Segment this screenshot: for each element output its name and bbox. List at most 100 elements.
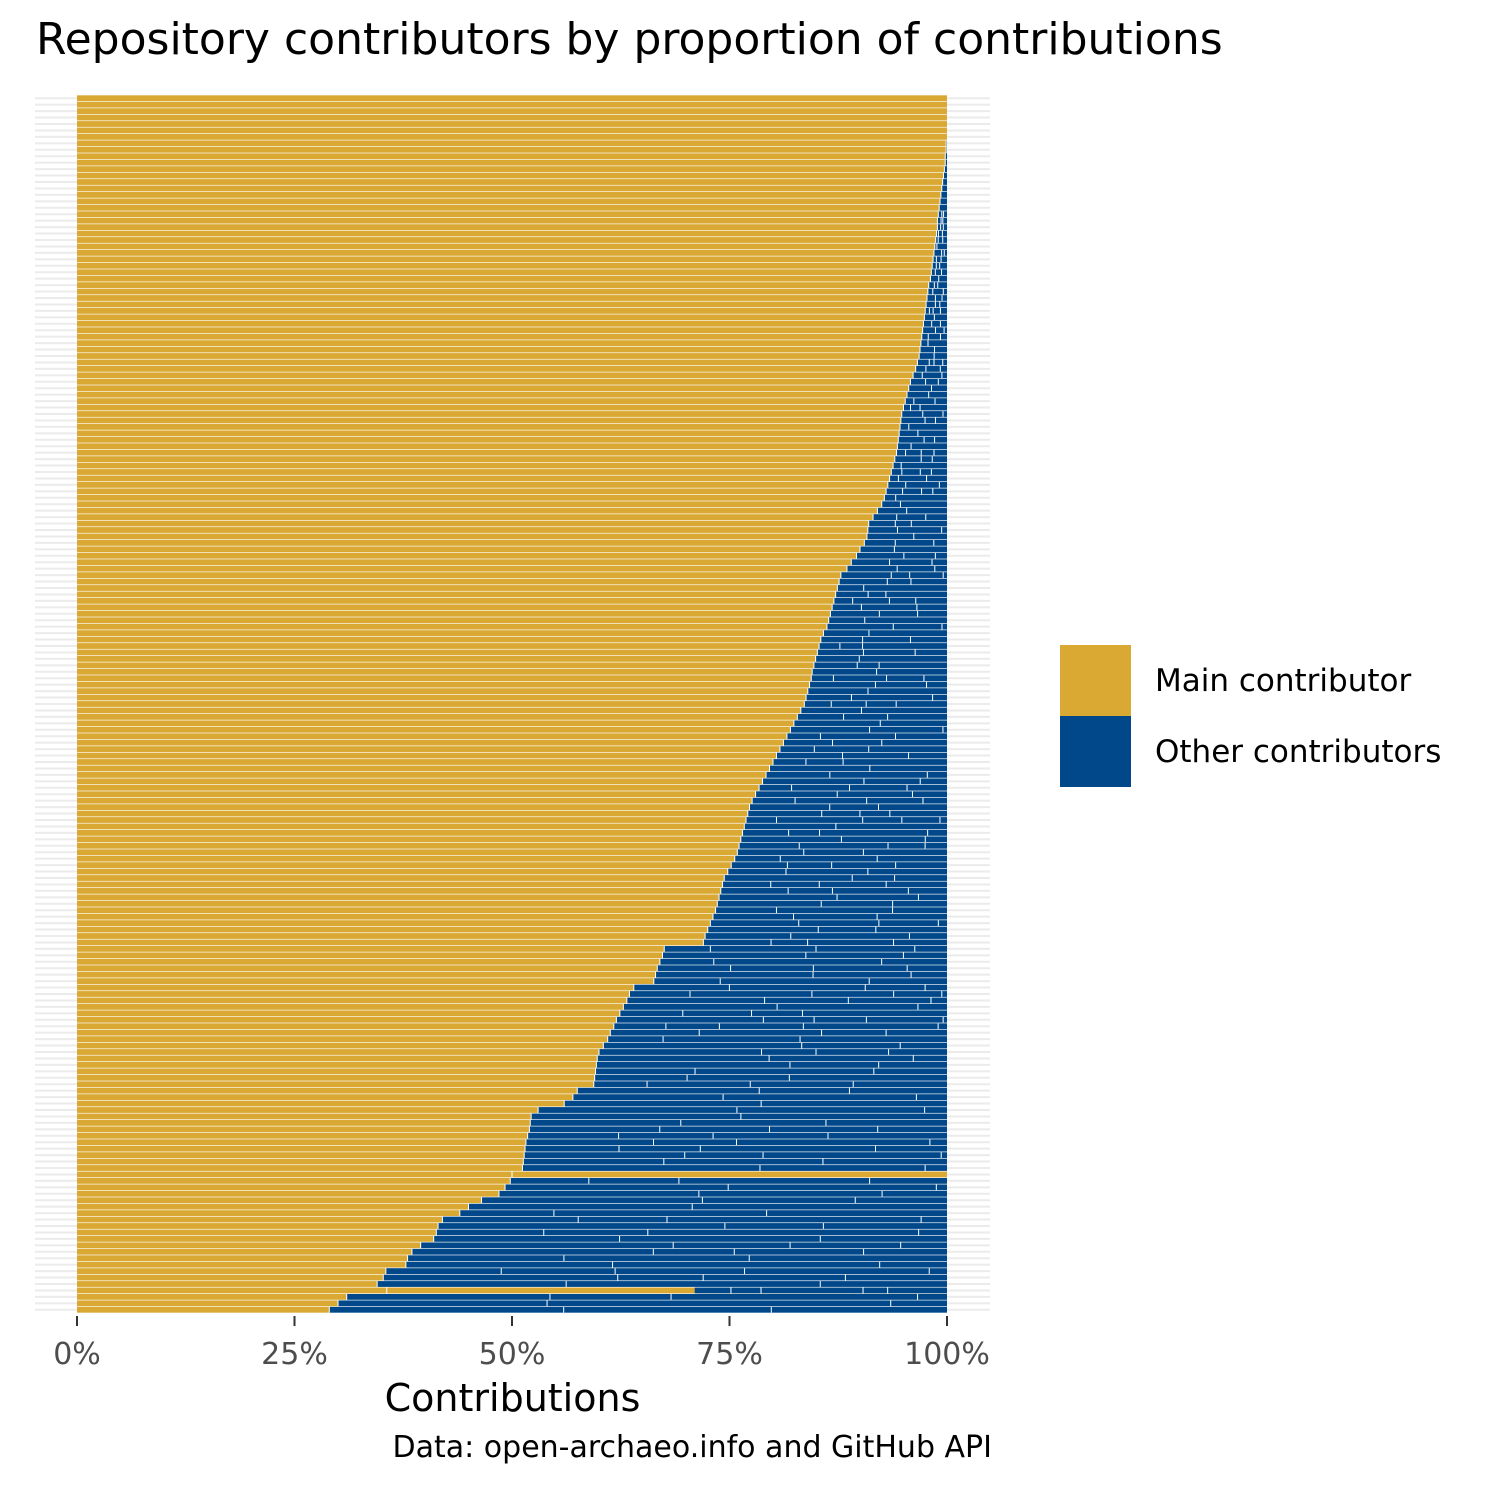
bar-other bbox=[807, 688, 947, 695]
bar-row bbox=[77, 108, 947, 115]
bar-main bbox=[77, 1081, 594, 1088]
bar-other bbox=[717, 900, 947, 907]
bar-other bbox=[945, 159, 947, 166]
bar-main bbox=[77, 881, 723, 888]
bar-row bbox=[77, 604, 947, 611]
bar-other bbox=[937, 217, 947, 224]
bar-other bbox=[873, 514, 947, 521]
bar-other bbox=[595, 1068, 947, 1075]
bar-row bbox=[77, 1049, 947, 1055]
bar-row bbox=[77, 204, 947, 211]
bar-main bbox=[77, 849, 738, 856]
bar-main bbox=[77, 1023, 614, 1030]
bar-row bbox=[77, 1281, 947, 1287]
bar-other bbox=[524, 1152, 947, 1159]
bar-row bbox=[77, 391, 947, 398]
bar-other bbox=[926, 295, 947, 301]
bar-other bbox=[742, 829, 947, 836]
bar-main bbox=[77, 1145, 526, 1152]
bar-main bbox=[77, 159, 946, 166]
bar-other bbox=[908, 385, 947, 392]
bar-main bbox=[77, 1087, 578, 1094]
bar-other bbox=[442, 1216, 947, 1223]
bar-other bbox=[922, 327, 947, 334]
bar-other bbox=[800, 707, 947, 714]
bar-other bbox=[868, 520, 947, 527]
bar-row bbox=[77, 1100, 947, 1107]
bar-main bbox=[77, 694, 807, 701]
bar-row bbox=[77, 340, 947, 347]
bar-main bbox=[77, 256, 934, 263]
bar-main bbox=[77, 965, 658, 972]
bar-other bbox=[731, 862, 947, 869]
bar-row bbox=[77, 836, 947, 843]
bar-other bbox=[383, 1274, 947, 1281]
bar-row bbox=[77, 920, 947, 927]
x-tick-label: 0% bbox=[53, 1337, 101, 1372]
bar-main bbox=[77, 701, 805, 707]
bar-other bbox=[837, 585, 947, 591]
bar-row bbox=[77, 1216, 947, 1223]
bar-row bbox=[77, 707, 947, 714]
bar-other bbox=[737, 849, 947, 856]
bar-row bbox=[77, 746, 947, 753]
bar-main bbox=[77, 449, 897, 456]
bar-other bbox=[945, 153, 947, 160]
bar-row bbox=[77, 759, 947, 765]
x-tick-label: 50% bbox=[479, 1337, 546, 1372]
bar-other bbox=[616, 1016, 947, 1023]
bar-main bbox=[77, 153, 946, 160]
bar-row bbox=[77, 282, 947, 289]
bar-row bbox=[77, 771, 947, 778]
bar-row bbox=[77, 668, 947, 675]
bar-main bbox=[77, 533, 867, 540]
bar-row bbox=[77, 804, 947, 811]
bar-other bbox=[610, 1029, 947, 1036]
bar-row bbox=[77, 133, 947, 140]
bar-main bbox=[77, 739, 784, 746]
bar-main bbox=[77, 855, 735, 862]
bar-row bbox=[77, 862, 947, 869]
bar-main bbox=[77, 507, 878, 514]
bar-row bbox=[77, 1094, 947, 1101]
bar-main bbox=[77, 340, 921, 347]
bar-other bbox=[719, 894, 947, 901]
bar-main bbox=[77, 307, 926, 314]
bar-other bbox=[498, 1190, 947, 1197]
bar-row bbox=[77, 585, 947, 591]
bar-other bbox=[762, 778, 947, 785]
bar-row bbox=[77, 262, 947, 269]
bar-row bbox=[77, 849, 947, 856]
bar-other bbox=[833, 597, 947, 604]
bar-row bbox=[77, 1119, 947, 1126]
bar-row bbox=[77, 1036, 947, 1043]
bar-row bbox=[77, 423, 947, 430]
bar-row bbox=[77, 494, 947, 501]
bar-row bbox=[77, 230, 947, 237]
bar-main bbox=[77, 391, 907, 398]
bar-row bbox=[77, 597, 947, 604]
bar-other bbox=[835, 591, 947, 598]
bar-main bbox=[77, 494, 885, 501]
caption: Data: open-archaeo.info and GitHub API bbox=[392, 1430, 992, 1465]
bar-other bbox=[564, 1100, 947, 1107]
bar-main bbox=[77, 617, 829, 624]
bar-other bbox=[607, 1036, 947, 1043]
bar-row bbox=[77, 630, 947, 637]
bar-other bbox=[804, 701, 947, 707]
bar-main bbox=[77, 643, 820, 649]
bar-row bbox=[77, 1300, 947, 1307]
bar-main bbox=[77, 469, 892, 475]
bar-row bbox=[77, 868, 947, 875]
bar-main bbox=[77, 127, 947, 134]
bar-row bbox=[77, 527, 947, 533]
bar-main bbox=[77, 1113, 532, 1120]
bar-main bbox=[77, 829, 743, 836]
bar-other bbox=[530, 1119, 947, 1126]
bar-main bbox=[77, 481, 888, 488]
bar-row bbox=[77, 1132, 947, 1139]
bar-row bbox=[77, 101, 947, 108]
bar-row bbox=[77, 991, 947, 997]
bar-main bbox=[77, 114, 947, 121]
bar-main bbox=[77, 179, 943, 185]
